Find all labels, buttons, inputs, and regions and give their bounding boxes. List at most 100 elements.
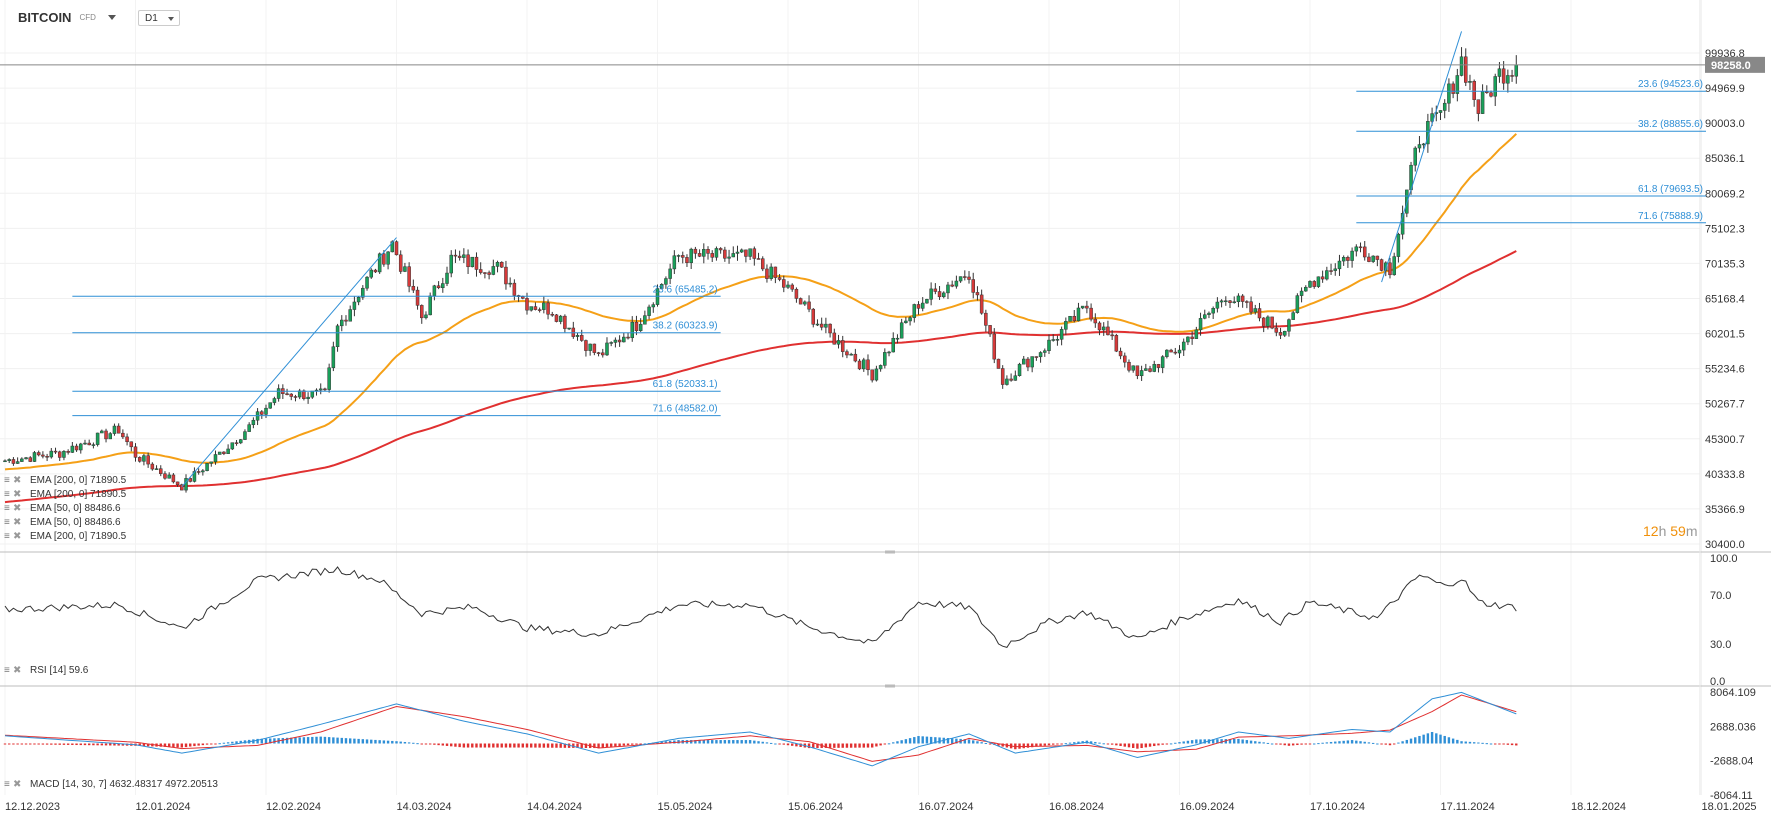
candle-body (1152, 364, 1156, 372)
macd-histogram-bar (1245, 740, 1249, 744)
candle-body (87, 442, 91, 446)
macd-histogram-bar (1376, 743, 1379, 745)
candle-body (840, 340, 845, 352)
macd-histogram-bar (1506, 743, 1510, 745)
candle-body (129, 441, 134, 448)
symbol-dropdown-icon[interactable] (107, 15, 116, 20)
macd-histogram-bar (689, 740, 693, 744)
fibonacci-retracement[interactable]: 23.6 (94523.6) 38.2 (88855.6) 61.8 (79693.… (1356, 31, 1706, 283)
candle-body (453, 254, 458, 257)
candle-body (121, 432, 125, 438)
legend-close-icon[interactable]: ✖ (13, 665, 21, 676)
candle-body (24, 457, 28, 460)
macd-histogram-bar (1435, 733, 1438, 744)
candle-body (53, 450, 58, 453)
macd-histogram-bar (1094, 741, 1097, 744)
candle-body (1080, 305, 1085, 309)
legend-close-icon[interactable]: ✖ (13, 489, 21, 500)
candle-body (849, 353, 853, 356)
candle-body (1089, 307, 1093, 320)
fib-trend-line (181, 237, 397, 488)
macd-histogram-bar (319, 736, 322, 744)
macd-histogram-bar (1266, 742, 1270, 744)
candle-body (908, 317, 912, 322)
pane-resize-handle[interactable] (885, 684, 895, 688)
macd-histogram-bar (197, 743, 200, 746)
candle-body (567, 327, 571, 330)
candle-body (651, 304, 656, 308)
macd-histogram-bar (416, 743, 419, 745)
candle-body (7, 459, 11, 462)
candle-body (188, 478, 192, 482)
price-tick-label: 50267.7 (1705, 399, 1745, 411)
legend-close-icon[interactable]: ✖ (13, 475, 21, 486)
price-tick-label: 75102.3 (1705, 223, 1745, 235)
macd-histogram-bar (1485, 743, 1489, 745)
macd-histogram-bar (407, 742, 411, 744)
candle-body (1228, 300, 1232, 303)
legend-close-icon[interactable]: ✖ (13, 779, 21, 790)
macd-histogram-bar (1043, 743, 1046, 746)
macd-histogram-bar (534, 743, 537, 748)
macd-histogram-bar (205, 743, 209, 745)
countdown-minutes-unit: m (1685, 523, 1698, 539)
candle-body (1476, 99, 1481, 114)
candle-body (1261, 317, 1266, 327)
candle-body (159, 468, 163, 474)
legend-close-icon[interactable]: ✖ (13, 531, 21, 542)
macd-histogram-bar (887, 743, 891, 745)
macd-histogram-bar (327, 737, 331, 744)
macd-histogram-bar (1249, 740, 1253, 744)
candle-body (1097, 322, 1102, 331)
macd-line (4, 691, 1517, 767)
timeframe-select[interactable]: D1 (138, 10, 180, 26)
macd-histogram-bar (1102, 743, 1105, 745)
candle-body (310, 390, 315, 398)
macd-histogram-bar (365, 739, 369, 744)
candle-body (66, 451, 70, 453)
macd-histogram-bar (698, 740, 701, 744)
candle-body (457, 255, 462, 258)
time-tick-label: 16.09.2024 (1180, 801, 1235, 813)
candle-body (542, 302, 546, 310)
time-tick-label: 12.02.2024 (266, 801, 321, 813)
candle-body (739, 249, 744, 253)
candle-body (1308, 281, 1312, 288)
symbol-type: CFD (79, 13, 96, 22)
candle-body (36, 452, 41, 456)
macd-histogram-bar (1026, 743, 1030, 748)
candle-body (74, 445, 79, 451)
rsi-line (4, 566, 1517, 648)
macd-histogram-bar (1270, 743, 1274, 745)
candle-body (1291, 312, 1295, 320)
legend-close-icon[interactable]: ✖ (13, 517, 21, 528)
legend-close-icon[interactable]: ✖ (13, 503, 21, 514)
fib-level-label: 61.8 (52033.1) (653, 379, 718, 390)
macd-histogram-bar (1127, 743, 1131, 748)
price-tick-label: 80069.2 (1705, 188, 1745, 200)
macd-histogram-bar (281, 737, 285, 744)
macd-histogram-bar (100, 743, 104, 746)
candle-body (537, 309, 542, 311)
candle-body (238, 439, 243, 444)
symbol-selector[interactable]: BITCOIN CFD (18, 10, 116, 25)
macd-histogram-bar (1186, 740, 1190, 744)
pane-resize-handle[interactable] (885, 550, 895, 554)
macd-histogram-bar (487, 743, 491, 748)
candle-body (748, 248, 752, 257)
last-price-value: 98258.0 (1711, 60, 1751, 72)
candle-body (196, 471, 201, 473)
candle-body (752, 248, 757, 259)
macd-histogram-bar (1140, 743, 1143, 749)
candle-body (499, 261, 504, 268)
macd-tick-label: 2688.036 (1710, 721, 1756, 733)
macd-histogram-bar (260, 738, 263, 744)
macd-histogram-bar (1136, 743, 1139, 749)
last-price-tag (1705, 56, 1765, 73)
candle-body (878, 365, 883, 370)
fibonacci-retracement[interactable]: 23.6 (65485.2) 38.2 (60323.9) 61.8 (52033.… (72, 237, 721, 488)
candle-body (575, 335, 580, 337)
candle-body (209, 461, 214, 464)
candle-body (1000, 368, 1005, 385)
